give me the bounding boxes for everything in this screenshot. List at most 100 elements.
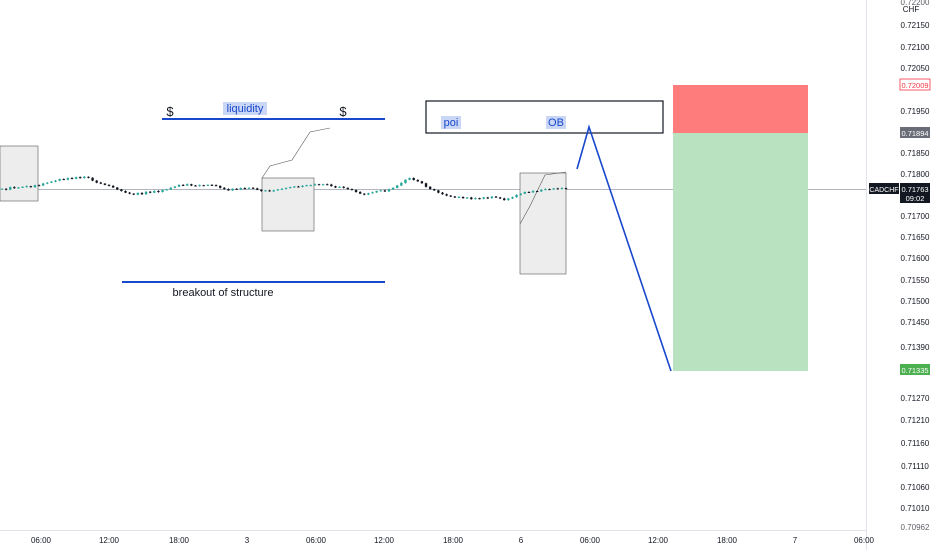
candle-body xyxy=(79,177,82,179)
y-tick-label: 0.71390 xyxy=(901,343,930,352)
candle-body xyxy=(186,184,189,186)
ob-zone[interactable] xyxy=(425,100,664,134)
candle-body xyxy=(523,192,527,194)
x-tick-label: 06:00 xyxy=(580,536,601,545)
candle-body xyxy=(309,185,312,187)
target-price-badge: 0.71335 xyxy=(900,364,930,375)
candle-body xyxy=(453,196,457,198)
candle-body xyxy=(383,190,387,192)
take-profit-zone[interactable] xyxy=(673,133,808,371)
candle-body xyxy=(21,186,24,188)
y-tick-label: 0.71700 xyxy=(901,212,930,221)
candle-body xyxy=(437,190,440,193)
y-tick-label: 0.71550 xyxy=(901,276,930,285)
candle-body xyxy=(404,179,407,183)
y-tick-label: 0.72150 xyxy=(901,21,930,30)
candle-body xyxy=(140,192,144,195)
candle-body xyxy=(95,180,98,183)
candle-body xyxy=(120,189,123,192)
candle-body xyxy=(531,191,535,193)
candle-body xyxy=(445,194,448,196)
y-tick-label: 0.72200 xyxy=(901,0,930,7)
candle-body xyxy=(198,185,201,187)
candle-body xyxy=(465,197,469,199)
candle-body xyxy=(103,183,107,185)
candle-body xyxy=(284,188,288,190)
bracket-line xyxy=(261,127,331,179)
stop-price-badge: 0.72009 xyxy=(899,78,931,91)
price-axis[interactable]: 0.72150 0.72100 0.72050 0.71950 0.71850 0.718… xyxy=(901,0,930,532)
candle-body xyxy=(449,195,452,197)
poi-label-bg xyxy=(441,116,461,129)
candle-body xyxy=(256,188,259,190)
current-price-badge: CADCHF 0.71763 09:02 xyxy=(869,183,930,203)
stop-loss-zone[interactable] xyxy=(673,85,808,133)
candle-body xyxy=(552,188,555,190)
candle-body xyxy=(494,196,498,198)
candle-body xyxy=(268,190,271,192)
candle-body xyxy=(301,185,304,187)
candle-body xyxy=(346,187,350,190)
candle-body xyxy=(371,192,374,194)
dollar-sign-right: $ xyxy=(339,104,347,119)
x-tick-label: 06:00 xyxy=(306,536,327,545)
candle-body xyxy=(260,189,263,192)
range-box-left xyxy=(0,145,39,202)
y-tick-label: 0.71800 xyxy=(901,170,930,179)
candle-body xyxy=(363,193,366,195)
candle-body xyxy=(218,185,222,188)
liquidity-label-bg xyxy=(223,102,267,115)
countdown-text: 09:02 xyxy=(906,194,925,203)
time-axis[interactable]: 06:00 12:00 18:00 3 06:00 12:00 18:00 6 06:00 12:… xyxy=(31,536,875,545)
candle-body xyxy=(482,197,485,199)
candle-body xyxy=(58,179,61,181)
candle-body xyxy=(540,189,543,192)
candle-body xyxy=(416,180,419,182)
y-tick-label: 0.71010 xyxy=(901,504,930,513)
candle-body xyxy=(173,186,177,188)
candle-body xyxy=(433,189,436,191)
x-tick-label: 18:00 xyxy=(717,536,738,545)
currency-label: CHF xyxy=(903,5,920,14)
candle-body xyxy=(251,187,255,189)
x-tick-label: 06:00 xyxy=(854,536,875,545)
candle-body xyxy=(87,176,90,178)
candle-body xyxy=(177,184,181,187)
candle-body xyxy=(0,188,4,190)
candle-body xyxy=(74,177,78,179)
candle-body xyxy=(9,187,12,190)
candle-body xyxy=(330,184,333,187)
y-tick-label: 0.71500 xyxy=(901,297,930,306)
candle-body xyxy=(272,190,275,192)
candle-body xyxy=(326,184,329,186)
bracket-line xyxy=(519,171,567,225)
candle-body xyxy=(99,182,103,184)
candle-body xyxy=(153,191,156,193)
poi-label: poi xyxy=(444,117,459,129)
candle-body xyxy=(231,188,234,191)
candle-body xyxy=(235,188,238,190)
candle-body xyxy=(124,191,127,193)
candle-body xyxy=(441,192,444,195)
candle-body xyxy=(474,198,477,200)
y-tick-label: 0.71160 xyxy=(901,439,930,448)
candle-body xyxy=(486,197,489,199)
candle-body xyxy=(227,189,230,191)
candle-body xyxy=(535,191,539,193)
candle-body xyxy=(50,181,53,183)
y-tick-label: 0.71650 xyxy=(901,233,930,242)
x-tick-label: 12:00 xyxy=(648,536,669,545)
candle-body xyxy=(490,196,494,199)
candles-group xyxy=(0,176,568,201)
candle-body xyxy=(408,178,411,180)
range-box-mid xyxy=(261,177,315,232)
candle-body xyxy=(461,196,465,199)
candle-body xyxy=(223,187,226,190)
x-tick-label: 6 xyxy=(519,536,524,545)
range-box-right xyxy=(519,172,567,275)
candle-body xyxy=(556,188,559,190)
candle-body xyxy=(13,187,16,189)
projection-path[interactable] xyxy=(576,124,672,372)
liquidity-label: liquidity xyxy=(227,103,264,115)
